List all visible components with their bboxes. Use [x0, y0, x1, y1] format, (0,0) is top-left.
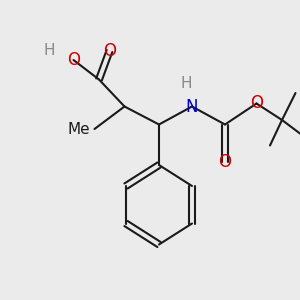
Text: O: O [103, 42, 116, 60]
Text: O: O [218, 153, 232, 171]
Text: H: H [180, 76, 192, 92]
Text: Me: Me [68, 122, 90, 136]
Text: N: N [186, 98, 198, 116]
Text: O: O [67, 51, 80, 69]
Text: O: O [250, 94, 263, 112]
Text: H: H [44, 44, 55, 59]
